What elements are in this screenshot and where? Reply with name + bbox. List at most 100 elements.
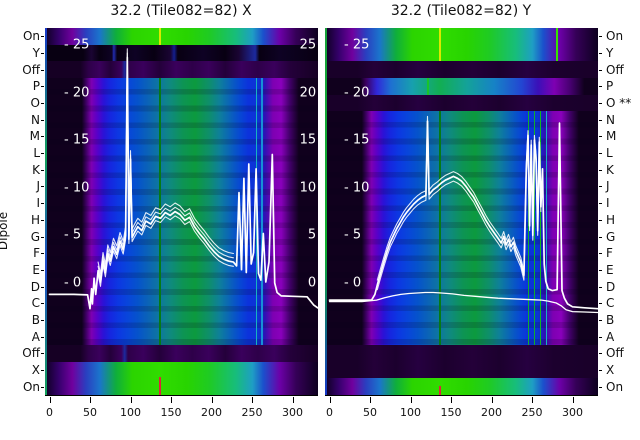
row-label-on: On xyxy=(606,29,624,44)
x-tick-mark xyxy=(90,397,91,403)
row-label-o: O ** xyxy=(606,96,632,111)
row-tick-mark xyxy=(599,253,602,255)
heatmap-vline xyxy=(540,111,542,345)
row-label-x: X xyxy=(606,362,615,377)
value-tick-label: - 10 xyxy=(64,180,90,196)
value-tick-label: 15 - xyxy=(299,132,317,148)
row-tick-mark xyxy=(41,253,44,255)
row-tick-mark xyxy=(41,386,44,388)
row-label-f: F xyxy=(33,246,40,261)
row-label-i: I xyxy=(36,196,40,211)
row-tick-mark xyxy=(599,136,602,138)
heatmap-band-green xyxy=(325,28,598,62)
x-tick-mark xyxy=(171,397,172,403)
x-tick-label: 150 xyxy=(160,406,182,419)
value-tick-label: 20 - xyxy=(299,85,317,101)
row-tick-mark xyxy=(41,36,44,38)
row-tick-mark xyxy=(599,86,602,88)
row-tick-mark xyxy=(599,203,602,205)
row-label-n: N xyxy=(606,112,615,127)
x-tick-mark xyxy=(532,397,533,403)
row-label-e: E xyxy=(32,262,40,277)
x-tick-label: 200 xyxy=(201,406,222,419)
row-tick-mark xyxy=(41,119,44,121)
row-tick-mark xyxy=(41,303,44,305)
row-label-i: I xyxy=(606,196,610,211)
row-tick-mark xyxy=(599,219,602,221)
row-label-on: On xyxy=(22,29,40,44)
row-tick-mark xyxy=(599,353,602,355)
value-tick-label: - 5 xyxy=(64,227,82,243)
row-tick-mark xyxy=(599,186,602,188)
row-tick-mark xyxy=(599,69,602,71)
x-tick-label: 0 xyxy=(326,406,333,419)
row-label-p: P xyxy=(32,79,40,94)
x-tick-label: 300 xyxy=(282,406,303,419)
value-tick-label: - 25 xyxy=(64,37,90,53)
x-tick-mark xyxy=(329,397,331,403)
row-label-c: C xyxy=(606,296,615,311)
row-tick-mark xyxy=(41,169,44,171)
bandpass-curve xyxy=(97,48,234,275)
value-tick-label: - 0 xyxy=(344,275,362,291)
x-tick-label: 0 xyxy=(46,406,53,419)
x-tick-label: 200 xyxy=(481,406,502,419)
x-tick-label: 100 xyxy=(120,406,141,419)
row-tick-mark xyxy=(41,219,44,221)
row-tick-mark xyxy=(599,53,602,55)
heatmap-vline xyxy=(159,376,161,395)
x-tick-mark xyxy=(130,397,132,403)
x-tick-label: 150 xyxy=(440,406,462,419)
row-tick-mark xyxy=(41,236,44,238)
row-label-e: E xyxy=(606,262,614,277)
x-tick-label: 250 xyxy=(521,406,543,419)
x-tick-mark xyxy=(49,397,51,403)
row-tick-mark xyxy=(41,286,44,288)
heatmap-vline xyxy=(527,111,530,345)
row-tick-mark xyxy=(41,353,44,355)
x-tick-mark xyxy=(572,397,574,403)
bandpass-curve xyxy=(97,61,234,287)
value-tick-label: - 15 xyxy=(64,132,90,148)
row-tick-mark xyxy=(599,336,602,338)
value-tick-label: - 20 xyxy=(344,85,370,101)
x-tick-label: 50 xyxy=(363,406,377,419)
row-tick-mark xyxy=(41,369,44,371)
x-axis-spine xyxy=(325,395,598,396)
row-tick-mark xyxy=(41,203,44,205)
row-label-on: On xyxy=(606,379,624,394)
row-tick-mark xyxy=(41,53,44,55)
heatmap-band-ydark xyxy=(45,44,318,62)
overlay-curves xyxy=(328,115,598,314)
row-label-y: Y xyxy=(606,46,614,61)
row-label-a: A xyxy=(31,329,40,344)
row-tick-mark xyxy=(599,369,602,371)
row-label-on: On xyxy=(22,379,40,394)
row-label-a: A xyxy=(606,329,615,344)
row-label-h: H xyxy=(606,212,616,227)
row-tick-mark xyxy=(599,269,602,271)
row-tick-mark xyxy=(599,169,602,171)
row-label-n: N xyxy=(31,112,40,127)
panel-edge-line xyxy=(325,28,327,395)
heatmap-band-darkrow xyxy=(325,61,598,79)
row-label-y: Y xyxy=(32,46,40,61)
row-label-off: Off xyxy=(606,346,624,361)
value-tick-label: - 25 xyxy=(344,37,370,53)
row-label-k: K xyxy=(606,162,614,177)
right-panel-title: 32.2 (Tile082=82) Y xyxy=(390,3,532,19)
row-label-b: B xyxy=(606,312,615,327)
row-label-off: Off xyxy=(22,346,40,361)
row-label-c: C xyxy=(31,296,40,311)
heatmap-band-offrow xyxy=(45,344,318,362)
value-tick-label: - 5 xyxy=(344,227,362,243)
heatmap-vline xyxy=(159,28,161,45)
row-tick-mark xyxy=(41,69,44,71)
heatmap-vline xyxy=(545,111,547,345)
x-tick-label: 250 xyxy=(241,406,263,419)
row-tick-mark xyxy=(599,36,602,38)
row-label-m: M xyxy=(29,129,40,144)
row-tick-mark xyxy=(41,319,44,321)
x-tick-mark xyxy=(370,397,371,403)
